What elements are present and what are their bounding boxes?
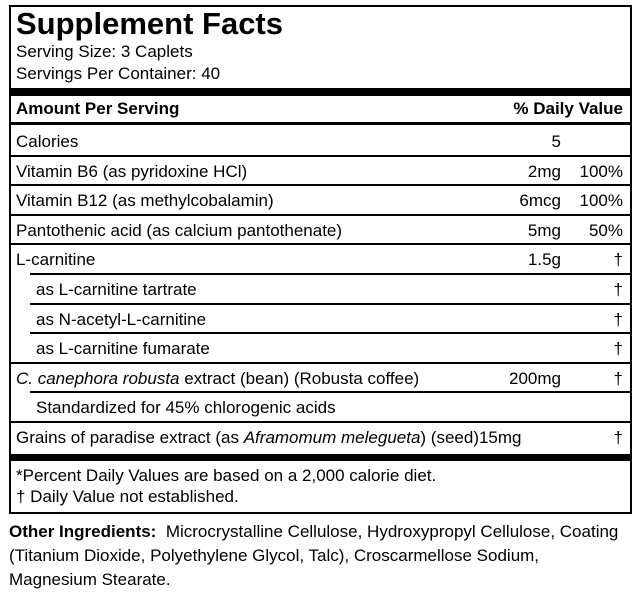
nutrient-name: Grains of paradise extract (as Aframomum… [16, 428, 522, 448]
other-ingredients-text: Microcrystalline Cellulose, Hydroxypropy… [9, 522, 619, 589]
daily-value: † [613, 428, 623, 447]
amount: 6mcg [519, 191, 561, 211]
name-part: Vitamin B6 (as pyridoxine HCl) [16, 161, 248, 181]
row-rule [11, 154, 630, 157]
row-rule [30, 302, 630, 305]
name-part: as N-acetyl-L-carnitine [36, 309, 207, 329]
column-header: Amount Per Serving [16, 99, 180, 118]
daily-value: 100% [579, 191, 623, 211]
nutrient-name: C. canephora robusta extract (bean) (Rob… [16, 369, 419, 389]
amount: 200mg [509, 368, 561, 388]
thick-rule [11, 88, 630, 96]
row-rule [11, 184, 630, 187]
name-part: Standardized for 45% chlorogenic acids [36, 398, 336, 418]
row-rule [30, 273, 630, 275]
nutrient-name: as N-acetyl-L-carnitine [36, 310, 206, 330]
nutrient-name: Pantothenic acid (as calcium pantothenat… [16, 221, 342, 241]
rule [11, 122, 630, 125]
row-rule [11, 213, 630, 216]
servings-per-container: Servings Per Container: 40 [16, 64, 221, 83]
name-part: Calories [16, 132, 79, 151]
thick-rule [11, 454, 630, 461]
daily-value: 50% [588, 220, 623, 240]
row-rule [30, 332, 630, 335]
name-part: as L-carnitine tartrate [36, 280, 197, 299]
name-part: C. canephora robusta [16, 368, 180, 388]
nutrient-name: L-carnitine [16, 250, 95, 270]
daily-value: † [613, 368, 623, 388]
nutrient-name: Vitamin B12 (as methylcobalamin) [16, 191, 274, 211]
name-part: L-carnitine [16, 250, 96, 270]
nutrient-name: Standardized for 45% chlorogenic acids [36, 398, 336, 418]
nutrient-name: as L-carnitine tartrate [36, 280, 197, 300]
name-part: Grains of paradise extract (as [16, 428, 244, 447]
column-header: % Daily Value [513, 99, 623, 118]
name-part: Pantothenic acid (as calcium pantothenat… [16, 220, 343, 240]
name-part: as L-carnitine fumarate [36, 339, 210, 359]
serving-size: Serving Size: 3 Caplets [16, 42, 193, 61]
name-part: Vitamin B12 (as methylcobalamin) [16, 191, 274, 211]
daily-value: † [613, 250, 623, 270]
facts-box [9, 5, 632, 514]
other-ingredients-label: Other Ingredients: [9, 522, 157, 541]
nutrient-name: Vitamin B6 (as pyridoxine HCl) [16, 162, 247, 182]
row-rule [11, 243, 630, 246]
name-part: Aframomum melegueta [243, 428, 421, 447]
name-part: extract (bean) (Robusta coffee) [179, 368, 420, 388]
row-rule [11, 361, 630, 364]
amount: 1.5g [527, 250, 561, 270]
nutrient-name: Calories [16, 132, 78, 152]
daily-value: † [613, 280, 623, 299]
other-ingredients: Other Ingredients: Microcrystalline Cell… [9, 520, 631, 592]
title: Supplement Facts [16, 6, 283, 41]
amount: 2mg [527, 161, 561, 181]
row-rule [30, 391, 630, 394]
row-rule [11, 421, 630, 423]
daily-value: 100% [579, 161, 623, 181]
footnote: † Daily Value not established. [16, 487, 239, 506]
daily-value: † [613, 339, 623, 359]
nutrient-name: as L-carnitine fumarate [36, 339, 210, 359]
amount: 5 [551, 132, 561, 151]
footnote: *Percent Daily Values are based on a 2,0… [16, 466, 437, 485]
name-part: ) (seed)15mg [420, 428, 522, 447]
amount: 5mg [527, 220, 561, 240]
daily-value: † [613, 309, 623, 329]
